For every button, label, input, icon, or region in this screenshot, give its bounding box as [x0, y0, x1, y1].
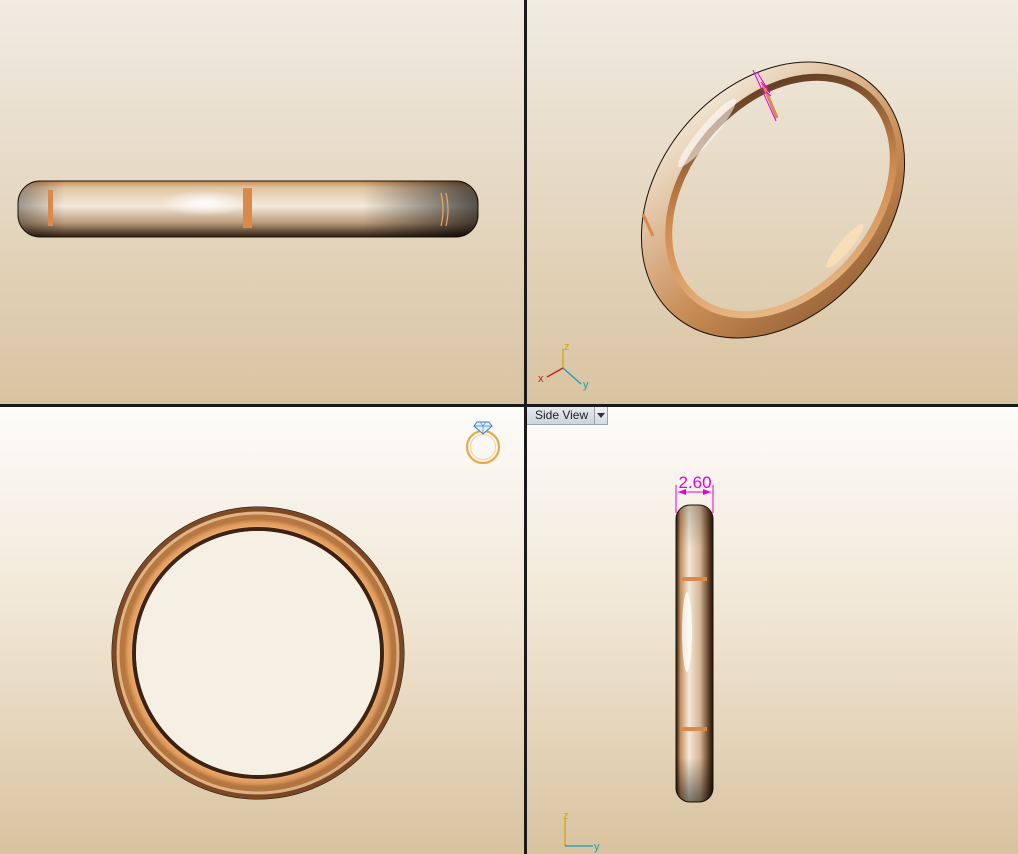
- view-selector-tab[interactable]: Side View: [527, 407, 609, 425]
- ring-front-silhouette: [17, 180, 479, 238]
- front-view-canvas: [17, 180, 479, 238]
- viewport-divider-horizontal[interactable]: [0, 404, 1018, 407]
- ring-top-silhouette: [111, 506, 405, 800]
- axis-z-label: z: [563, 810, 569, 822]
- viewport-side[interactable]: 2.60 z y Side View: [527, 407, 1018, 854]
- view-selector-label[interactable]: Side View: [535, 408, 589, 422]
- ring-preview-icon[interactable]: [465, 421, 501, 465]
- dimension-marker-perspective: [752, 69, 777, 122]
- side-view-canvas: 2.60 z y: [563, 473, 714, 853]
- ring-perspective-silhouette: [527, 0, 1018, 404]
- viewport-perspective[interactable]: z x y: [527, 0, 1018, 404]
- axis-y-label: y: [583, 379, 589, 391]
- dropdown-arrow-icon[interactable]: [594, 407, 608, 424]
- perspective-view-canvas: z x y: [527, 0, 1018, 404]
- dimension-value: 2.60: [678, 473, 711, 492]
- dimension-annotation: 2.60: [675, 473, 714, 513]
- ring-side-silhouette: [675, 504, 714, 803]
- viewport-top[interactable]: [0, 407, 524, 854]
- axis-y-label: y: [594, 841, 600, 853]
- viewport-divider-vertical[interactable]: [524, 0, 527, 854]
- axis-x-label: x: [538, 373, 544, 385]
- axis-z-label: z: [564, 341, 570, 353]
- top-view-canvas: [111, 421, 501, 800]
- viewport-front[interactable]: [0, 0, 524, 404]
- axis-gizmo-icon: z y: [563, 810, 600, 853]
- axis-gizmo-icon: z x y: [538, 341, 589, 391]
